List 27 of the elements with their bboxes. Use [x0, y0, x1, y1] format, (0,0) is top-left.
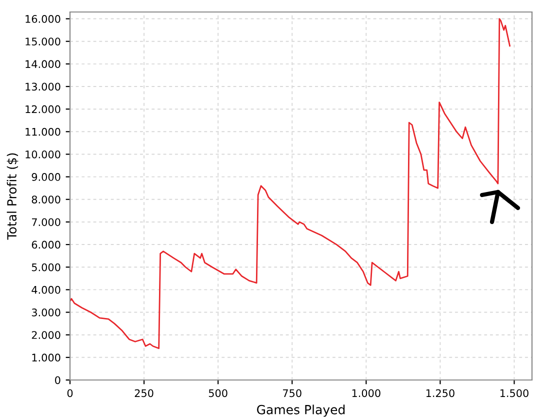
y-tick-label: 8.000	[32, 196, 60, 204]
y-tick-label: 12.000	[26, 105, 60, 114]
x-tick-label: 1.500	[500, 389, 528, 398]
line-series	[70, 18, 510, 350]
y-tick-label: 1.000	[32, 354, 60, 362]
y-tick-label: 7.000	[32, 218, 60, 226]
y-tick-label: 5.000	[32, 263, 60, 272]
y-tick-label: 16.000	[26, 15, 60, 23]
y-tick-label: 10.000	[26, 150, 60, 158]
x-tick-label: 750	[283, 389, 302, 398]
y-tick-label: 3.000	[32, 308, 60, 316]
y-tick-label: 6.000	[32, 240, 60, 249]
x-tick-label: 250	[134, 389, 154, 398]
y-tick-label: 14.000	[26, 60, 60, 68]
y-tick-label: 2.000	[32, 331, 60, 339]
x-tick-label: 1.000	[352, 389, 380, 398]
x-axis-title: Games Played	[257, 404, 345, 417]
x-tick-label: 500	[208, 389, 228, 398]
y-axis-title: Total Profit ($)	[6, 153, 18, 240]
y-tick-label: 11.000	[26, 128, 60, 136]
y-tick-label: 9.000	[32, 173, 60, 181]
y-tick-label: 15.000	[26, 38, 60, 46]
y-tick-label: 4.000	[32, 286, 60, 294]
y-tick-label: 13.000	[26, 82, 60, 91]
x-tick-label: 1.250	[426, 389, 454, 398]
x-tick-label: 0	[67, 389, 73, 398]
y-tick-label: 0	[55, 376, 60, 384]
